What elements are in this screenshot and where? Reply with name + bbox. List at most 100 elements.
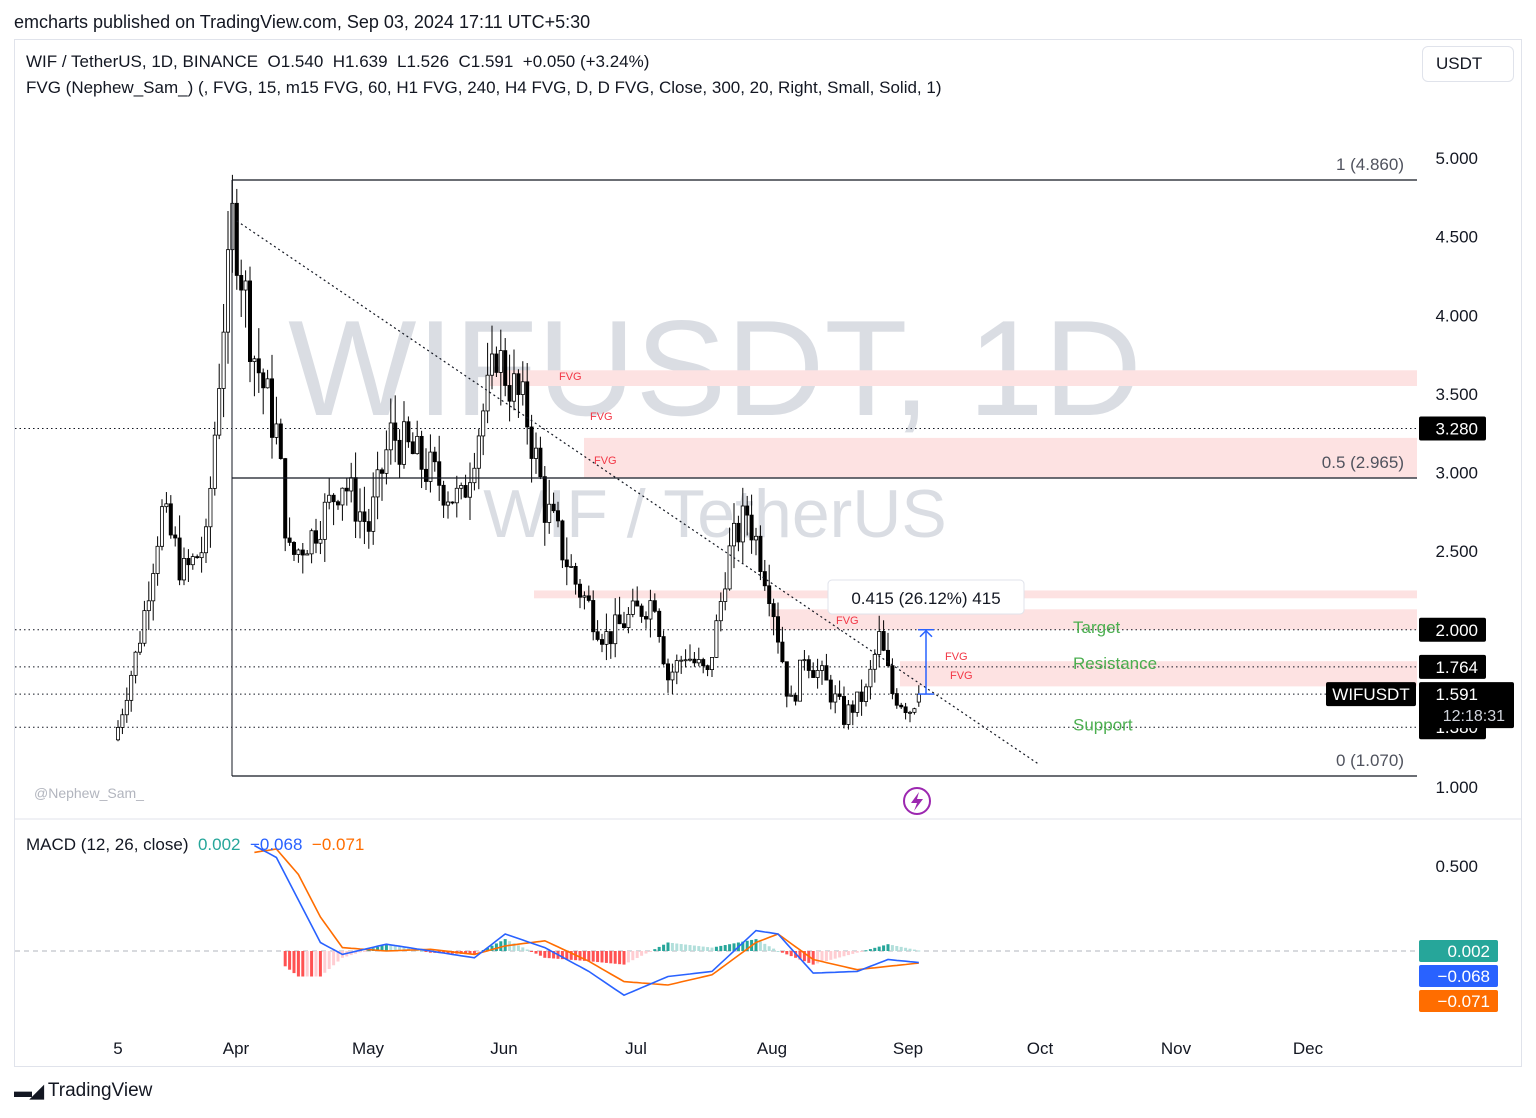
time-tick: Nov: [1161, 1039, 1192, 1058]
candle-body: [833, 693, 838, 703]
candle-body: [181, 558, 186, 581]
time-axis: 5 Apr May Jun Jul Aug Sep Oct Nov Dec: [113, 1039, 1323, 1058]
macd-hist-bar: [310, 951, 314, 977]
macd-hist-bar: [314, 951, 318, 977]
candle-body: [437, 461, 442, 486]
macd-hist-bar: [635, 951, 639, 958]
candle-body: [512, 373, 517, 402]
macd-hist-bar: [754, 939, 758, 951]
macd-value-label: 0.002: [1447, 942, 1490, 961]
macd-hist-bar: [908, 948, 912, 951]
candle-body: [168, 503, 173, 536]
candle-body: [190, 556, 195, 566]
candle-body: [296, 549, 301, 555]
macd-hist-bar: [622, 951, 626, 965]
candle-body: [239, 275, 244, 291]
candle-body: [344, 487, 349, 492]
candle-body: [912, 708, 917, 713]
macd-hist-bar: [697, 946, 701, 951]
candle-body: [626, 613, 631, 629]
macd-hist-bar: [565, 951, 569, 960]
tradingview-logo[interactable]: ▬◢ TradingView: [14, 1080, 152, 1102]
candle-body: [234, 202, 239, 276]
indicator-line: FVG (Nephew_Sam_) (, FVG, 15, m15 FVG, 6…: [26, 78, 942, 97]
candle-body: [450, 501, 455, 504]
candle-body: [146, 600, 151, 612]
candle-body: [357, 511, 362, 522]
macd-pane: 0.500 0.002 −0.068 −0.071: [15, 844, 1498, 1012]
macd-hist-bar: [644, 951, 648, 954]
macd-hist-bar: [789, 951, 793, 957]
candle-body: [802, 659, 807, 662]
time-tick: Oct: [1027, 1039, 1054, 1058]
lightning-icon[interactable]: [903, 787, 931, 815]
candle-body: [243, 280, 248, 291]
symbol-line: WIF / TetherUS, 1D, BINANCE: [26, 52, 259, 71]
trendline[interactable]: [236, 220, 1038, 764]
candle-body: [212, 434, 217, 489]
macd-hist-bar: [873, 947, 877, 951]
macd-hist-bar: [578, 951, 582, 961]
macd-hist-bar: [543, 951, 547, 958]
candle-body: [322, 501, 327, 540]
candle-body: [732, 522, 737, 547]
candle-body: [151, 573, 156, 602]
candle-body: [613, 614, 618, 645]
price-label-bg: [1419, 617, 1486, 642]
candle-body: [269, 378, 274, 438]
symbol-header: WIF / TetherUS, 1D, BINANCE O1.540 H1.63…: [26, 52, 649, 72]
candle-body: [120, 714, 125, 728]
currency-button[interactable]: USDT: [1422, 46, 1514, 82]
candle-body: [820, 665, 825, 671]
candle-body: [881, 631, 886, 651]
macd-value-bg: [1419, 990, 1498, 1012]
candle-body: [877, 631, 882, 655]
macd-name: MACD (12, 26, close): [26, 835, 189, 854]
candle-body: [221, 331, 226, 389]
candle-body: [432, 451, 437, 463]
support-label: Support: [1073, 715, 1133, 734]
candle-body: [718, 601, 723, 622]
low-value: L1.526: [397, 52, 450, 71]
candle-body: [388, 422, 393, 451]
macd-hist-bar: [538, 951, 542, 956]
macd-hist-bar: [424, 951, 428, 952]
candle-body: [617, 614, 622, 625]
candle-body: [639, 605, 644, 617]
candle-body: [247, 280, 252, 362]
candle-body: [534, 447, 539, 459]
candle-body: [780, 641, 785, 663]
candle-body: [538, 447, 543, 478]
candle-body: [261, 372, 266, 389]
fvg-zone: [490, 370, 1417, 387]
candle-body: [485, 374, 490, 412]
macd-hist-bar: [468, 951, 472, 955]
candle-body: [573, 566, 578, 585]
fvg-label: FVG: [945, 651, 968, 663]
macd-hist-bar: [675, 943, 679, 951]
macd-hist-bar: [332, 951, 336, 966]
macd-hist-bar: [288, 951, 292, 970]
macd-hist-bar: [486, 947, 490, 951]
candle-body: [714, 620, 719, 658]
price-tick: 2.500: [1435, 542, 1478, 561]
price-tick: 5.000: [1435, 149, 1478, 168]
candle-body: [894, 693, 899, 706]
macd-hist-bar: [591, 951, 595, 962]
author-tag: @Nephew_Sam_: [34, 785, 144, 801]
candle-body: [806, 659, 811, 671]
candle-body: [445, 501, 450, 506]
macd-hist-bar: [714, 946, 718, 951]
macd-hist-bar: [877, 946, 881, 951]
candle-body: [679, 659, 684, 662]
candle-body: [397, 439, 402, 465]
measure-arrow: [919, 629, 933, 638]
candle-body: [569, 566, 574, 568]
candle-body: [199, 552, 204, 559]
fvg-label: FVG: [590, 411, 613, 423]
candle-body: [419, 435, 424, 470]
candle-body: [551, 503, 556, 512]
candle-body: [401, 421, 406, 465]
candle-body: [318, 538, 323, 544]
